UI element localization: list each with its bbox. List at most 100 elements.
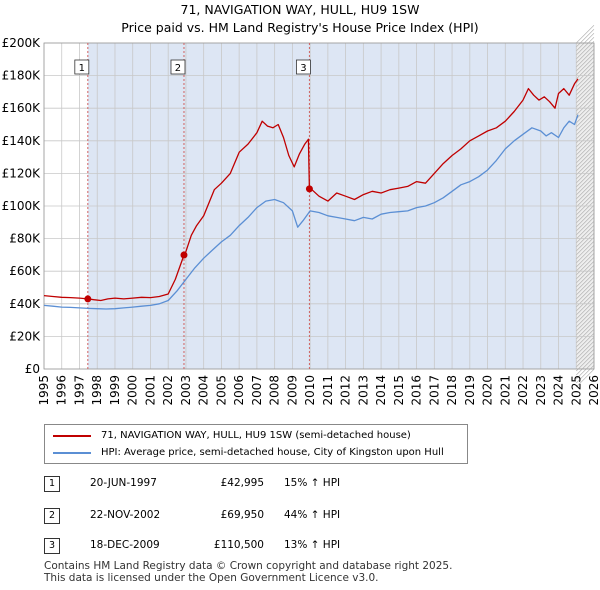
forecast-hatch [576, 257, 595, 276]
forecast-hatch [576, 261, 595, 280]
forecast-hatch [576, 341, 595, 360]
forecast-hatch [576, 77, 595, 96]
sale-point [84, 295, 92, 303]
forecast-hatch [576, 57, 595, 76]
forecast-hatch [576, 85, 595, 104]
chart-subtitle: Price paid vs. HM Land Registry's House … [121, 20, 479, 35]
x-tick-label: 2013 [356, 375, 370, 406]
sale-point [180, 251, 188, 259]
forecast-hatch [576, 201, 595, 220]
forecast-hatch [576, 253, 595, 272]
sale-price: £69,950 [220, 509, 264, 521]
forecast-hatch [576, 177, 595, 196]
forecast-hatch [576, 65, 595, 84]
x-tick-label: 2007 [250, 375, 264, 406]
forecast-hatch [576, 97, 595, 116]
sale-marker-box [170, 59, 186, 75]
x-tick-label: 2014 [374, 375, 388, 406]
price-chart: £0 £20K £40K £60K £80K £100K £120K £140K £160K £1… [2, 25, 600, 406]
y-tick-label: £80K [9, 232, 41, 246]
x-tick-label: 2025 [569, 375, 583, 406]
legend-swatch-hpi [53, 452, 91, 454]
x-tick-label: 2010 [303, 375, 317, 406]
property-series-line [43, 78, 579, 302]
x-tick-label: 1995 [37, 375, 51, 406]
x-tick-label: 2022 [516, 375, 530, 406]
footer-licence: This data is licensed under the Open Gov… [44, 572, 379, 584]
forecast-hatch [576, 245, 595, 264]
forecast-hatch [576, 133, 595, 152]
forecast-hatch [576, 125, 595, 144]
sale-date: 20-JUN-1997 [90, 477, 157, 489]
forecast-hatch [576, 317, 595, 336]
y-tick-label: £160K [2, 101, 42, 115]
sale-date: 22-NOV-2002 [90, 509, 161, 521]
x-tick-label: 2015 [392, 375, 406, 406]
sale-hpi-change: 44% ↑ HPI [284, 509, 341, 521]
forecast-hatch [576, 229, 595, 248]
x-tick-label: 2021 [498, 375, 512, 406]
forecast-hatch [576, 265, 595, 284]
chart-title: 71, NAVIGATION WAY, HULL, HU9 1SW [180, 2, 420, 17]
forecast-hatch [576, 137, 595, 156]
forecast-hatch [576, 161, 595, 180]
x-tick-label: 1999 [108, 375, 122, 406]
x-tick-label: 2011 [321, 375, 335, 406]
forecast-hatch [576, 189, 595, 208]
y-tick-label: £200K [2, 36, 42, 50]
forecast-hatch [576, 269, 595, 288]
x-tick-label: 2018 [445, 375, 459, 406]
forecast-hatch [576, 165, 595, 184]
hpi-series-line [43, 114, 579, 310]
sale-hpi-change: 13% ↑ HPI [284, 539, 341, 551]
footer-copyright: Contains HM Land Registry data © Crown c… [44, 560, 453, 572]
forecast-hatch [576, 241, 595, 260]
y-tick-label: £180K [2, 69, 42, 83]
x-tick-label: 2001 [143, 375, 157, 406]
x-tick-label: 2012 [339, 375, 353, 406]
forecast-hatch [576, 325, 595, 344]
forecast-hatch [576, 297, 595, 316]
forecast-hatch [576, 365, 595, 384]
forecast-hatch [576, 357, 595, 376]
forecast-hatch [576, 237, 595, 256]
forecast-hatch [576, 281, 595, 300]
forecast-hatch [576, 173, 595, 192]
x-tick-label: 2008 [268, 375, 282, 406]
forecast-hatch [576, 53, 595, 72]
x-tick-label: 2006 [232, 375, 246, 406]
forecast-hatch [576, 217, 595, 236]
forecast-hatch [576, 149, 595, 168]
y-tick-label: £60K [9, 264, 41, 278]
forecast-hatch [576, 233, 595, 252]
forecast-hatch [576, 209, 595, 228]
forecast-hatch [576, 273, 595, 292]
forecast-hatch [576, 109, 595, 128]
forecast-hatch [576, 309, 595, 328]
forecast-hatch [576, 305, 595, 324]
forecast-hatch [576, 141, 595, 160]
sale-num: 3 [44, 538, 60, 554]
x-tick-label: 2004 [197, 375, 211, 406]
sale-price: £110,500 [213, 539, 264, 551]
forecast-hatch [576, 285, 595, 304]
forecast-hatch [576, 25, 595, 44]
x-tick-label: 1998 [90, 375, 104, 406]
x-tick-label: 2020 [481, 375, 495, 406]
forecast-hatch [576, 89, 595, 108]
forecast-hatch [576, 329, 595, 348]
x-tick-label: 2026 [587, 375, 600, 406]
legend: 71, NAVIGATION WAY, HULL, HU9 1SW (semi-… [44, 424, 468, 464]
forecast-hatch [576, 361, 595, 380]
sale-marker-box [296, 59, 311, 75]
forecast-hatch [576, 129, 595, 148]
y-tick-label: £20K [9, 329, 41, 343]
sale-point [305, 185, 313, 193]
forecast-hatch [576, 121, 595, 140]
y-tick-label: £100K [2, 199, 42, 213]
y-tick-label: £120K [2, 166, 42, 180]
forecast-hatch [576, 205, 595, 224]
forecast-hatch [576, 293, 595, 312]
x-tick-label: 2017 [427, 375, 441, 406]
forecast-hatch [576, 277, 595, 296]
